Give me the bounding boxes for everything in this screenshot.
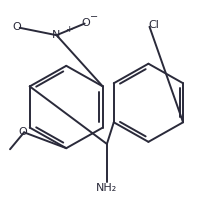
Text: +: + bbox=[65, 25, 72, 34]
Text: Cl: Cl bbox=[148, 20, 159, 30]
Text: −: − bbox=[90, 12, 98, 22]
Text: NH₂: NH₂ bbox=[96, 183, 118, 193]
Text: O: O bbox=[81, 18, 90, 28]
Text: O: O bbox=[18, 127, 27, 137]
Text: O: O bbox=[12, 22, 21, 32]
Text: N: N bbox=[52, 30, 61, 40]
